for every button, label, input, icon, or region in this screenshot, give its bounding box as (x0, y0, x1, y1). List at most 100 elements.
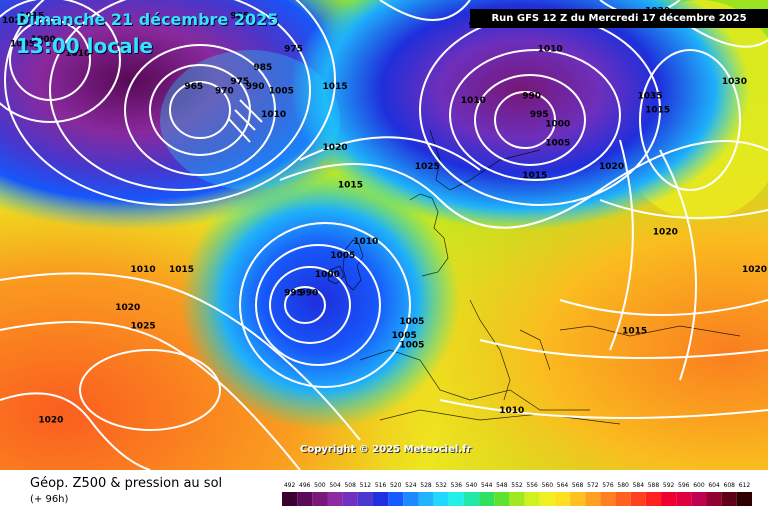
isobar-label: 1020 (323, 143, 348, 153)
isobar-label: 990 (300, 289, 319, 299)
legend-bar: Géop. Z500 & pression au sol (+ 96h) 492… (0, 470, 768, 512)
isobar-label: 1010 (538, 44, 563, 54)
isobar-label: 1000 (315, 270, 340, 280)
isobar-label: 1010 (499, 406, 524, 416)
isobar-label: 975 (230, 77, 249, 87)
legend-value: 516 (375, 482, 387, 489)
isobar-label: 1015 (19, 11, 44, 21)
isobar-label: 1005 (269, 87, 294, 97)
legend-value: 568 (572, 482, 584, 489)
legend-value: 556 (526, 482, 538, 489)
legend-swatch (585, 492, 601, 506)
legend-swatch (357, 492, 373, 506)
run-info-banner: Run GFS 12 Z du Mercredi 17 décembre 202… (470, 9, 768, 28)
legend-swatch (676, 492, 692, 506)
legend-value: 536 (451, 482, 463, 489)
legend-swatch (570, 492, 586, 506)
legend-swatch (403, 492, 419, 506)
isobar-label: 1000 (31, 35, 56, 45)
weather-map: 1015 1020 1005 1000 1010 995 975 985 975 965 970 99… (0, 0, 768, 470)
isobar-label: 995 (284, 289, 303, 299)
legend-swatch (342, 492, 358, 506)
isobar-label: 1010 (131, 265, 156, 275)
legend-value: 584 (633, 482, 645, 489)
isobar-label: 990 (246, 82, 265, 92)
legend-swatch (312, 492, 328, 506)
legend-value: 508 (344, 482, 356, 489)
isobar-label: 1005 (10, 40, 35, 50)
isobar-label: 1010 (261, 110, 286, 120)
legend-value: 572 (587, 482, 599, 489)
legend-swatch (479, 492, 495, 506)
isobar-label: 1010 (65, 49, 90, 59)
forecast-date: Dimanche 21 décembre 2025 (16, 10, 279, 29)
legend-value: 560 (542, 482, 554, 489)
legend-value: 592 (663, 482, 675, 489)
legend-value: 540 (466, 482, 478, 489)
isobar-label: 1020 (599, 162, 624, 172)
legend-value: 600 (693, 482, 705, 489)
isobar-label: 1010 (461, 96, 486, 106)
legend-swatch (554, 492, 571, 506)
isobar-label: 1015 (323, 82, 348, 92)
isobar-label: 1020 (2, 16, 27, 26)
legend-swatch (463, 492, 480, 506)
isobar-label: 1010 (353, 237, 378, 247)
legend-swatch (721, 492, 737, 506)
legend-value: 596 (678, 482, 690, 489)
legend-swatch (372, 492, 389, 506)
isobar-label: 1015 (338, 181, 363, 191)
legend-value: 544 (481, 482, 493, 489)
legend-value: 580 (617, 482, 629, 489)
legend-swatch (388, 492, 404, 506)
legend-value: 520 (390, 482, 402, 489)
legend-swatch (297, 492, 313, 506)
legend-swatch (418, 492, 434, 506)
isobar-label: 1025 (131, 322, 156, 332)
isobar-label: 1005 (330, 251, 355, 261)
legend-value: 512 (360, 482, 372, 489)
isobar-label: 1025 (415, 162, 440, 172)
legend-value: 612 (739, 482, 751, 489)
legend-swatch (494, 492, 510, 506)
isobar-label: 975 (284, 44, 303, 54)
isobar-label: 1015 (645, 105, 670, 115)
isobar-label: 1015 (169, 265, 194, 275)
isobar-label: 1005 (399, 340, 424, 350)
isobar-label: 1015 (622, 326, 647, 336)
isobar-label: 1005 (545, 138, 570, 148)
legend-value: 608 (724, 482, 736, 489)
legend-swatch (661, 492, 677, 506)
legend-swatch (645, 492, 662, 506)
isobar-label: 1000 (545, 120, 570, 130)
isobar-label: 965 (184, 82, 203, 92)
isobar-label: 1005 (392, 331, 417, 341)
isobar-label: 1020 (653, 228, 678, 238)
legend-swatch (327, 492, 343, 506)
legend-swatch (706, 492, 722, 506)
isobar-label: 1015 (522, 171, 547, 181)
color-scale: 492 496 500 504 508 512 516 520 524 528 532 536 540 5… (282, 482, 752, 506)
isobar-label: 1005 (399, 317, 424, 327)
legend-swatch (448, 492, 464, 506)
legend-swatch (433, 492, 449, 506)
legend-value: 576 (602, 482, 614, 489)
legend-value: 500 (314, 482, 326, 489)
legend-swatch (600, 492, 616, 506)
legend-value: 604 (708, 482, 720, 489)
legend-swatch (736, 492, 752, 506)
forecast-time: 13:00 locale (16, 34, 153, 58)
legend-value: 588 (648, 482, 660, 489)
legend-value: 524 (405, 482, 417, 489)
isobar-label: 985 (253, 63, 272, 73)
legend-value: 532 (435, 482, 447, 489)
isobar-label: 1020 (38, 416, 63, 426)
isobar-label: 1020 (115, 303, 140, 313)
isobar-label: 995 (530, 110, 549, 120)
legend-value: 504 (329, 482, 341, 489)
legend-swatch (630, 492, 646, 506)
legend-value: 492 (284, 482, 296, 489)
legend-value: 496 (299, 482, 311, 489)
